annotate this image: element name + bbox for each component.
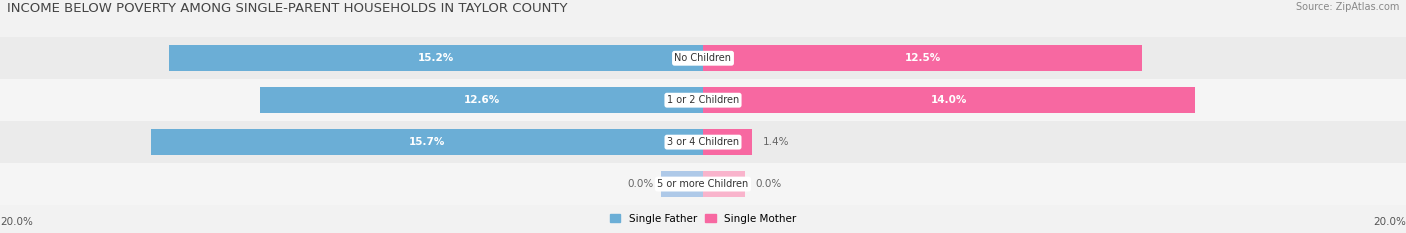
Bar bbox=[703, 129, 752, 155]
Text: 1 or 2 Children: 1 or 2 Children bbox=[666, 95, 740, 105]
Text: 20.0%: 20.0% bbox=[1374, 217, 1406, 227]
Text: No Children: No Children bbox=[675, 53, 731, 63]
Bar bbox=[0, 121, 1406, 163]
Bar bbox=[0, 37, 1406, 79]
Bar bbox=[703, 171, 745, 197]
Text: 12.6%: 12.6% bbox=[464, 95, 499, 105]
Bar bbox=[169, 45, 703, 71]
Bar bbox=[703, 87, 1195, 113]
Legend: Single Father, Single Mother: Single Father, Single Mother bbox=[606, 209, 800, 228]
Bar bbox=[703, 45, 1142, 71]
Bar bbox=[0, 163, 1406, 205]
Text: Source: ZipAtlas.com: Source: ZipAtlas.com bbox=[1295, 2, 1399, 12]
Bar bbox=[152, 129, 703, 155]
Text: 20.0%: 20.0% bbox=[0, 217, 32, 227]
Bar bbox=[0, 79, 1406, 121]
Bar bbox=[661, 171, 703, 197]
Text: 14.0%: 14.0% bbox=[931, 95, 967, 105]
Text: 3 or 4 Children: 3 or 4 Children bbox=[666, 137, 740, 147]
Text: 1.4%: 1.4% bbox=[762, 137, 789, 147]
Text: 0.0%: 0.0% bbox=[756, 179, 782, 189]
Text: 0.0%: 0.0% bbox=[627, 179, 654, 189]
Text: 15.7%: 15.7% bbox=[409, 137, 446, 147]
Text: INCOME BELOW POVERTY AMONG SINGLE-PARENT HOUSEHOLDS IN TAYLOR COUNTY: INCOME BELOW POVERTY AMONG SINGLE-PARENT… bbox=[7, 2, 568, 15]
Text: 15.2%: 15.2% bbox=[418, 53, 454, 63]
Bar bbox=[260, 87, 703, 113]
Text: 5 or more Children: 5 or more Children bbox=[658, 179, 748, 189]
Text: 12.5%: 12.5% bbox=[904, 53, 941, 63]
